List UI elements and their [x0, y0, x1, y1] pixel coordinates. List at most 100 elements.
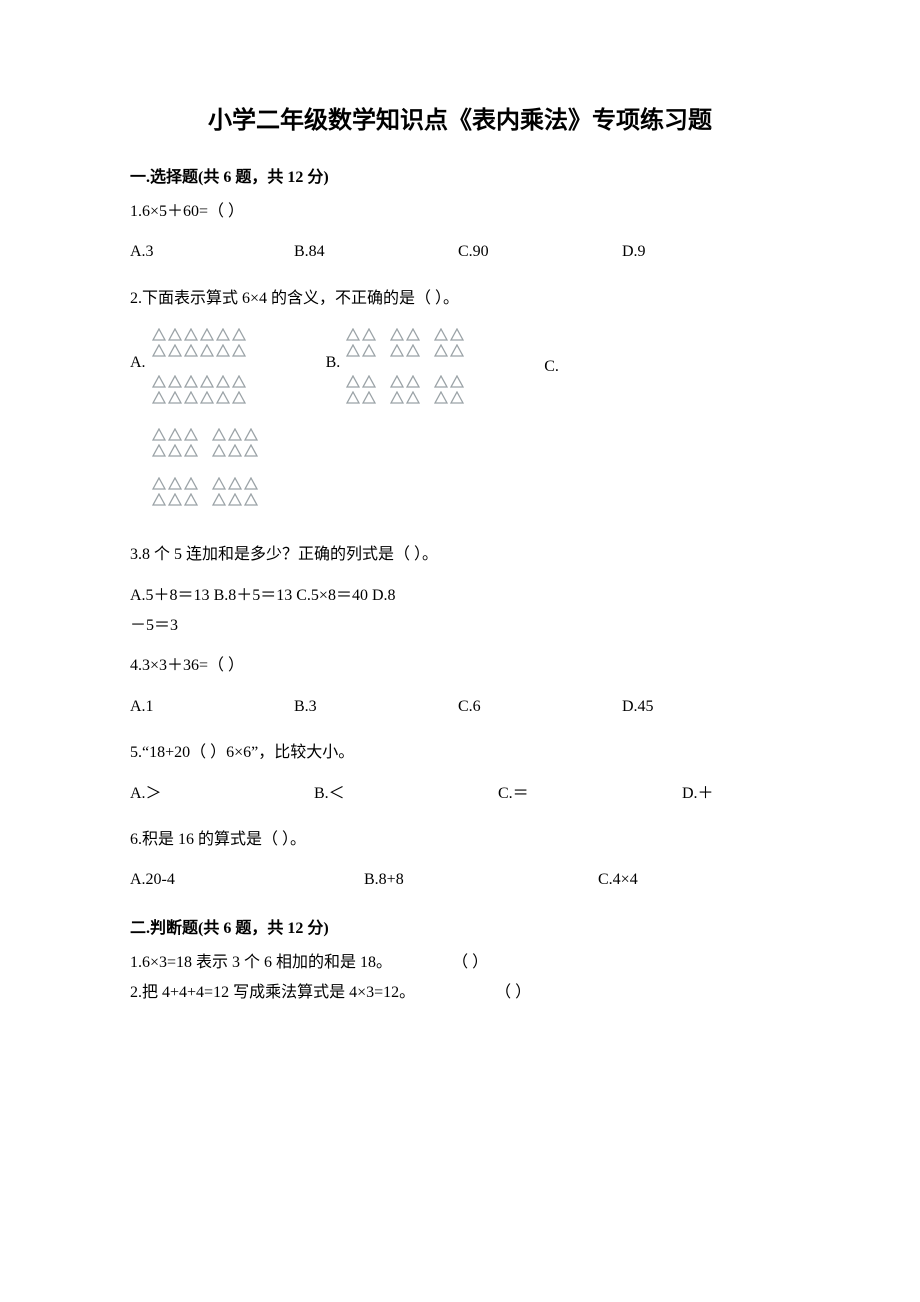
triangle-icon	[346, 375, 360, 388]
triangle-icon	[212, 428, 226, 441]
triangle-icon	[216, 391, 230, 404]
triangle-icon	[184, 493, 198, 506]
triangle-icon	[184, 375, 198, 388]
q2-figure-area: A. B. C.	[130, 328, 790, 506]
triangle-icon	[216, 344, 230, 357]
triangle-icon	[244, 428, 258, 441]
triangle-icon	[390, 391, 404, 404]
page-title: 小学二年级数学知识点《表内乘法》专项练习题	[130, 100, 790, 135]
triangle-icon	[450, 391, 464, 404]
triangle-icon	[434, 375, 448, 388]
triangle-icon	[232, 391, 246, 404]
triangle-icon	[184, 428, 198, 441]
triangle-icon	[184, 328, 198, 341]
triangle-icon	[152, 493, 166, 506]
q3-opt-d: D.8	[372, 587, 396, 604]
q5-text: 5.“18+20（ ）6×6”，比较大小。	[130, 738, 790, 768]
q2-triangles-b	[346, 328, 464, 404]
triangle-icon	[152, 391, 166, 404]
q2-text: 2.下面表示算式 6×4 的含义，不正确的是（ ）。	[130, 284, 790, 314]
q6-text: 6.积是 16 的算式是（ ）。	[130, 825, 790, 855]
judge-q1: 1.6×3=18 表示 3 个 6 相加的和是 18。 （ ）	[130, 948, 790, 978]
triangle-icon	[346, 344, 360, 357]
triangle-icon	[228, 477, 242, 490]
q2-triangles-a	[152, 328, 246, 404]
triangle-icon	[406, 375, 420, 388]
q6-opt-a: A.20-4	[130, 865, 360, 895]
triangle-icon	[450, 328, 464, 341]
triangle-icon	[216, 375, 230, 388]
q3-opt-d-cont: －5＝3	[130, 611, 790, 641]
triangle-icon	[362, 375, 376, 388]
triangle-icon	[390, 328, 404, 341]
triangle-icon	[244, 477, 258, 490]
triangle-icon	[168, 391, 182, 404]
triangle-icon	[168, 328, 182, 341]
q4-options: A.1 B.3 C.6 D.45	[130, 692, 790, 722]
q3-options: A.5＋8＝13 B.8＋5＝13 C.5×8＝40 D.8	[130, 581, 790, 611]
triangle-icon	[450, 375, 464, 388]
q4-opt-b: B.3	[294, 692, 454, 722]
triangle-icon	[390, 375, 404, 388]
triangle-icon	[168, 375, 182, 388]
triangle-icon	[152, 375, 166, 388]
q5-opt-d: D.＋	[682, 779, 714, 809]
triangle-icon	[152, 477, 166, 490]
q2-triangles-c	[152, 428, 258, 506]
judge-q2-text: 2.把 4+4+4=12 写成乘法算式是 4×3=12。	[130, 978, 415, 1008]
judge-q2: 2.把 4+4+4=12 写成乘法算式是 4×3=12。 （ ）	[130, 978, 790, 1008]
triangle-icon	[216, 328, 230, 341]
triangle-icon	[232, 375, 246, 388]
triangle-icon	[346, 328, 360, 341]
triangle-icon	[362, 344, 376, 357]
q3-opt-a: A.5＋8＝13	[130, 587, 210, 604]
judge-q2-paren: （ ）	[495, 978, 531, 1008]
triangle-icon	[406, 344, 420, 357]
triangle-icon	[434, 328, 448, 341]
q3-opt-b: B.8＋5＝13	[214, 587, 293, 604]
triangle-icon	[168, 493, 182, 506]
worksheet-page: 小学二年级数学知识点《表内乘法》专项练习题 一.选择题(共 6 题，共 12 分…	[0, 0, 920, 1302]
q1-options: A.3 B.84 C.90 D.9	[130, 237, 790, 267]
q2-label-a: A.	[130, 354, 146, 372]
triangle-icon	[212, 477, 226, 490]
section-1-header: 一.选择题(共 6 题，共 12 分)	[130, 163, 790, 187]
triangle-icon	[232, 344, 246, 357]
judge-q1-paren: （ ）	[452, 948, 488, 978]
q6-opt-c: C.4×4	[598, 865, 638, 895]
q4-opt-c: C.6	[458, 692, 618, 722]
triangle-icon	[362, 328, 376, 341]
triangle-icon	[152, 344, 166, 357]
q5-opt-c: C.＝	[498, 779, 678, 809]
judge-q1-text: 1.6×3=18 表示 3 个 6 相加的和是 18。	[130, 948, 392, 978]
triangle-icon	[450, 344, 464, 357]
q3-opt-c: C.5×8＝40	[296, 587, 368, 604]
q2-option-c	[152, 428, 790, 506]
q3-text: 3.8 个 5 连加和是多少？正确的列式是（ ）。	[130, 540, 790, 570]
triangle-icon	[228, 428, 242, 441]
triangle-icon	[434, 344, 448, 357]
triangle-icon	[228, 493, 242, 506]
triangle-icon	[406, 328, 420, 341]
triangle-icon	[184, 477, 198, 490]
triangle-icon	[168, 444, 182, 457]
q2-option-b: B.	[326, 328, 465, 404]
q6-options: A.20-4 B.8+8 C.4×4	[130, 865, 790, 895]
triangle-icon	[244, 444, 258, 457]
triangle-icon	[346, 391, 360, 404]
q2-label-b: B.	[326, 354, 341, 372]
q1-opt-b: B.84	[294, 237, 454, 267]
triangle-icon	[184, 444, 198, 457]
triangle-icon	[212, 444, 226, 457]
q2-label-c: C.	[544, 358, 559, 376]
triangle-icon	[212, 493, 226, 506]
q2-row-ab: A. B. C.	[130, 328, 790, 404]
triangle-icon	[184, 391, 198, 404]
q1-opt-d: D.9	[622, 237, 782, 267]
section-2-header: 二.判断题(共 6 题，共 12 分)	[130, 914, 790, 938]
triangle-icon	[168, 344, 182, 357]
q5-options: A.＞ B.＜ C.＝ D.＋	[130, 779, 790, 809]
triangle-icon	[152, 328, 166, 341]
q5-opt-b: B.＜	[314, 779, 494, 809]
triangle-icon	[152, 428, 166, 441]
